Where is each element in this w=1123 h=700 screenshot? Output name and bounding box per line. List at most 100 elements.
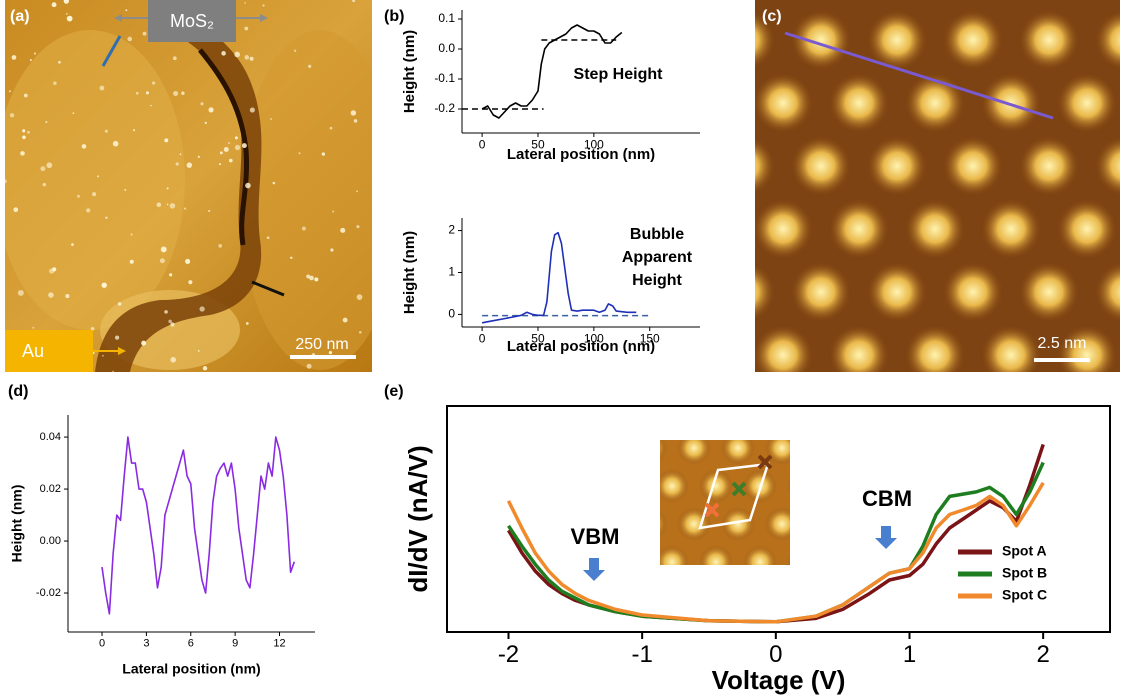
particle (136, 92, 139, 95)
moire-spot (787, 545, 821, 579)
particle (208, 107, 213, 112)
y-axis-label: dI/dV (nA/V) (403, 445, 433, 592)
particle (307, 364, 312, 369)
particle (43, 183, 46, 186)
moire-spot (715, 136, 775, 196)
particle (3, 179, 7, 183)
figure: MoS₂ Au 250 nm 2.5 nm (a) (b) (c) (d) (e… (0, 0, 1123, 700)
particle (77, 195, 80, 198)
particle (169, 273, 172, 276)
particle (18, 290, 24, 296)
legend-label: Spot B (1002, 565, 1047, 581)
particle (86, 208, 90, 212)
y-axis-label: Height (nm) (9, 485, 25, 563)
particle (12, 55, 17, 60)
particle (141, 341, 146, 346)
annotation: CBM (862, 486, 912, 511)
moire-spot (829, 325, 889, 385)
particle (124, 189, 126, 191)
moire-spot (787, 469, 821, 503)
particle (65, 294, 69, 298)
y-axis-label: Height (nm) (401, 231, 418, 314)
particle (92, 192, 96, 196)
terrace (0, 30, 185, 330)
particle (229, 159, 233, 163)
moire-spot (943, 136, 1003, 196)
annotation: Height (632, 272, 682, 289)
particle (130, 260, 134, 264)
moire-spot (753, 73, 813, 133)
particle (45, 121, 47, 123)
particle (203, 366, 207, 370)
particle (97, 175, 99, 177)
particle (173, 56, 177, 60)
moire-spot (655, 545, 689, 579)
particle (184, 208, 186, 210)
moire-spot (981, 325, 1041, 385)
moire-spot (1019, 10, 1079, 70)
particle (30, 59, 32, 61)
particle (105, 217, 107, 219)
particle (354, 119, 358, 123)
particle (146, 91, 149, 94)
particle (118, 302, 122, 306)
particle (250, 57, 254, 61)
moire-spot (655, 469, 689, 503)
moire-spot (1019, 262, 1079, 322)
inset-image (633, 431, 865, 579)
annotation: Bubble (630, 226, 684, 243)
particle (82, 144, 87, 149)
chart: 036912-0.020.000.020.04Lateral position … (9, 415, 315, 677)
x-axis-label: Lateral position (nm) (122, 661, 260, 677)
moire-spot (1057, 199, 1117, 259)
panel-label: (a) (10, 8, 30, 25)
moire-spot (831, 469, 865, 503)
particle (218, 244, 222, 248)
annotation: VBM (571, 524, 620, 549)
particle (356, 190, 358, 192)
particle (152, 81, 155, 84)
particle (245, 183, 251, 189)
particle (250, 107, 255, 112)
particle (99, 86, 104, 91)
particle (187, 162, 192, 167)
x-axis-label: Lateral position (nm) (507, 338, 655, 355)
particle (299, 152, 301, 154)
particle (170, 322, 174, 326)
moire-spot (753, 325, 813, 385)
moire-spot (809, 507, 843, 541)
particle (294, 50, 296, 52)
particle (112, 371, 114, 373)
moire-spot (905, 199, 965, 259)
particle (290, 257, 292, 259)
moire-spot (633, 507, 667, 541)
particle (102, 355, 104, 357)
x-tick-label: 12 (273, 638, 285, 650)
particle (46, 162, 52, 168)
particle (113, 141, 119, 147)
moire-spot (1057, 73, 1117, 133)
particle (208, 210, 210, 212)
moire-spot (1057, 325, 1117, 385)
x-tick-label: -1 (631, 641, 652, 668)
particle (343, 318, 348, 323)
particle (340, 228, 345, 233)
moire-spot (829, 199, 889, 259)
series-line (482, 233, 636, 323)
y-axis-label: Height (nm) (401, 30, 418, 113)
moire-spot (753, 199, 813, 259)
y-tick-label: 0.00 (40, 535, 61, 547)
x-axis-label: Lateral position (nm) (507, 146, 655, 163)
particle (200, 102, 203, 105)
moire-spot (1019, 136, 1079, 196)
panel-label: (c) (762, 8, 782, 25)
particle (53, 81, 57, 85)
particle (157, 202, 162, 207)
x-tick-label: 0 (479, 332, 486, 346)
x-tick-label: 0 (479, 138, 486, 152)
particle (164, 310, 168, 314)
particle (356, 225, 359, 228)
particle (168, 320, 172, 324)
particle (235, 145, 240, 150)
particle (330, 127, 333, 130)
